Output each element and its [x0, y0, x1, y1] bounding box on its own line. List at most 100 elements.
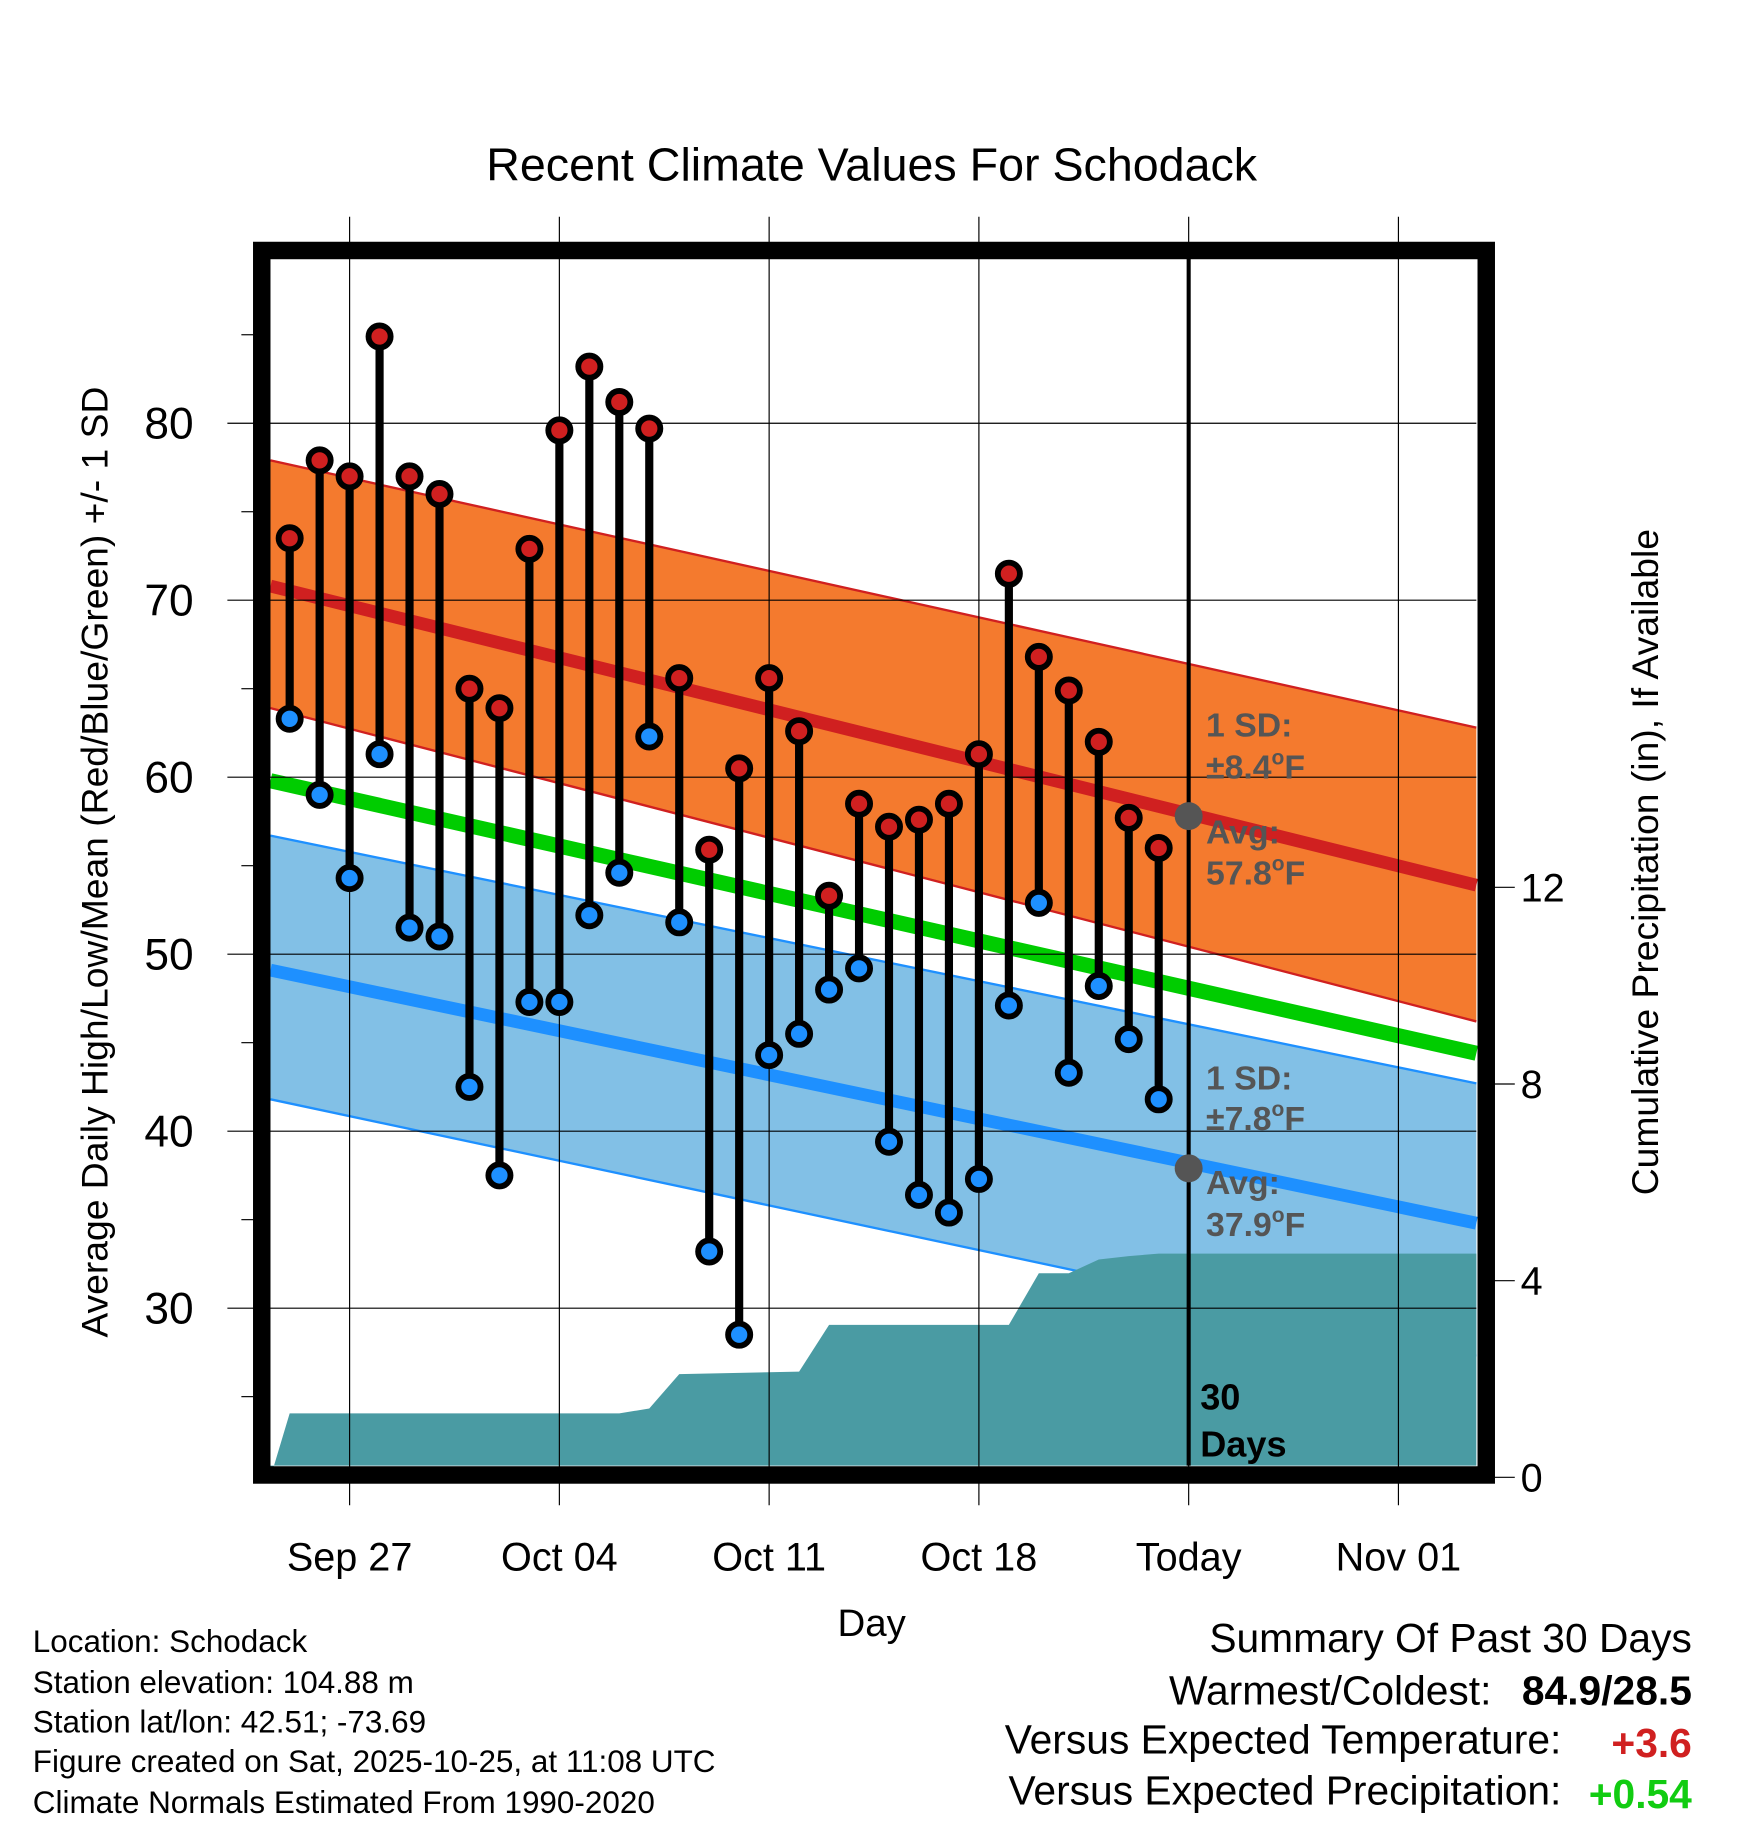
low-sd-label: 1 SD:	[1206, 1059, 1292, 1097]
y2-tick-label: 8	[1521, 1063, 1543, 1107]
daily-high-point	[755, 664, 784, 693]
high-normal-line	[268, 579, 1478, 892]
daily-low-point	[335, 864, 364, 893]
daily-low-point	[725, 1320, 754, 1349]
daily-low-point	[1024, 888, 1053, 917]
daily-low-point	[785, 1019, 814, 1048]
daily-high-point	[515, 534, 544, 563]
daily-low-point	[845, 954, 874, 983]
daily-low-point	[575, 901, 604, 930]
high-normal-band-upper-edge	[270, 459, 1477, 729]
y-tick-label: 30	[144, 1284, 193, 1333]
daily-low-point	[545, 987, 574, 1016]
daily-high-point	[934, 789, 963, 818]
window-days-label: Days	[1200, 1423, 1286, 1464]
daily-low-point	[994, 991, 1023, 1020]
y-axis-label: Average Daily High/Low/Mean (Red/Blue/Gr…	[73, 387, 115, 1338]
x-tick-label: Sep 27	[287, 1536, 413, 1580]
daily-low-point	[755, 1041, 784, 1070]
daily-high-point	[964, 740, 993, 769]
daily-high-point	[1084, 727, 1113, 756]
x-tick-label: Today	[1136, 1536, 1242, 1580]
daily-low-point	[605, 858, 634, 887]
y-tick-label: 80	[144, 399, 193, 448]
high-sd-label: 1 SD:	[1206, 706, 1292, 744]
y-tick-label: 50	[144, 930, 193, 979]
temp-departure-value: +3.6	[1611, 1720, 1691, 1766]
summary-panel: Summary Of Past 30 Days Warmest/Coldest:…	[1005, 1615, 1692, 1817]
precipitation-area	[270, 1253, 1477, 1478]
daily-low-point	[455, 1072, 484, 1101]
daily-high-point	[904, 805, 933, 834]
daily-low-point	[515, 987, 544, 1016]
daily-low-point	[365, 740, 394, 769]
daily-low-point	[904, 1180, 933, 1209]
daily-low-point	[665, 908, 694, 937]
daily-low-point	[1084, 972, 1113, 1001]
high-sd-value: ±8.4oF	[1206, 746, 1305, 786]
daily-high-point	[485, 694, 514, 723]
warmest-value: 84.9/28.5	[1522, 1668, 1692, 1714]
daily-low-point	[275, 704, 304, 733]
low-sd-value: ±7.8oF	[1206, 1098, 1305, 1138]
daily-high-point	[665, 664, 694, 693]
x-tick-label: Oct 18	[921, 1536, 1038, 1580]
chart-title: Recent Climate Values For Schodack	[486, 139, 1258, 191]
low-avg-value: 37.9oF	[1206, 1204, 1305, 1244]
warmest-label: Warmest/Coldest:	[1169, 1668, 1491, 1714]
daily-low-point	[934, 1198, 963, 1227]
high-avg-value: 57.8oF	[1206, 852, 1305, 892]
plot-frame	[253, 241, 1495, 1484]
elevation-text: Station elevation: 104.88 m	[33, 1665, 414, 1700]
precip-departure-value: +0.54	[1589, 1771, 1692, 1817]
daily-low-point	[395, 913, 424, 942]
y2-tick-label: 4	[1521, 1260, 1543, 1304]
y2-tick-label: 12	[1521, 866, 1565, 910]
precip-departure-label: Versus Expected Precipitation:	[1008, 1768, 1561, 1814]
station-info: Location: Schodack Station elevation: 10…	[33, 1624, 716, 1820]
daily-low-point	[425, 922, 454, 951]
daily-high-point	[395, 462, 424, 491]
daily-high-point	[365, 322, 394, 351]
high-avg-label: Avg:	[1206, 814, 1280, 852]
x-axis-label: Day	[837, 1602, 906, 1645]
daily-low-point	[1144, 1085, 1173, 1114]
y-tick-label: 70	[144, 576, 193, 625]
daily-low-point	[695, 1237, 724, 1266]
daily-low-point	[1054, 1058, 1083, 1087]
daily-high-point	[725, 754, 754, 783]
daily-low-point	[485, 1161, 514, 1190]
summary-title: Summary Of Past 30 Days	[1209, 1615, 1692, 1661]
daily-low-point	[815, 975, 844, 1004]
daily-high-point	[575, 352, 604, 381]
daily-high-point	[875, 812, 903, 841]
low-avg-label: Avg:	[1206, 1164, 1280, 1202]
daily-high-point	[455, 674, 484, 703]
daily-high-point	[425, 480, 454, 509]
x-tick-label: Nov 01	[1336, 1536, 1462, 1580]
daily-high-point	[994, 559, 1023, 588]
y-tick-label: 60	[144, 753, 193, 802]
daily-high-point	[1054, 676, 1083, 705]
daily-high-point	[1144, 834, 1173, 862]
daily-high-point	[545, 416, 574, 445]
daily-high-point	[1024, 642, 1053, 671]
daily-low-point	[1114, 1025, 1143, 1054]
x-tick-label: Oct 11	[712, 1536, 826, 1580]
daily-high-point	[695, 835, 724, 864]
daily-high-point	[305, 446, 334, 475]
daily-low-point	[964, 1164, 993, 1193]
daily-high-point	[1114, 803, 1143, 832]
location-text: Location: Schodack	[33, 1624, 308, 1659]
daily-low-point	[305, 780, 334, 809]
daily-low-point	[875, 1127, 903, 1156]
temp-departure-label: Versus Expected Temperature:	[1005, 1716, 1562, 1762]
high-avg-marker	[1174, 802, 1203, 831]
daily-high-point	[275, 524, 304, 553]
y2-axis-label: Cumulative Precipitation (in), If Availa…	[1624, 529, 1666, 1195]
daily-high-point	[605, 388, 634, 416]
y2-tick-label: 0	[1521, 1456, 1543, 1500]
x-tick-label: Oct 04	[501, 1536, 618, 1580]
daily-low-point	[635, 722, 664, 751]
